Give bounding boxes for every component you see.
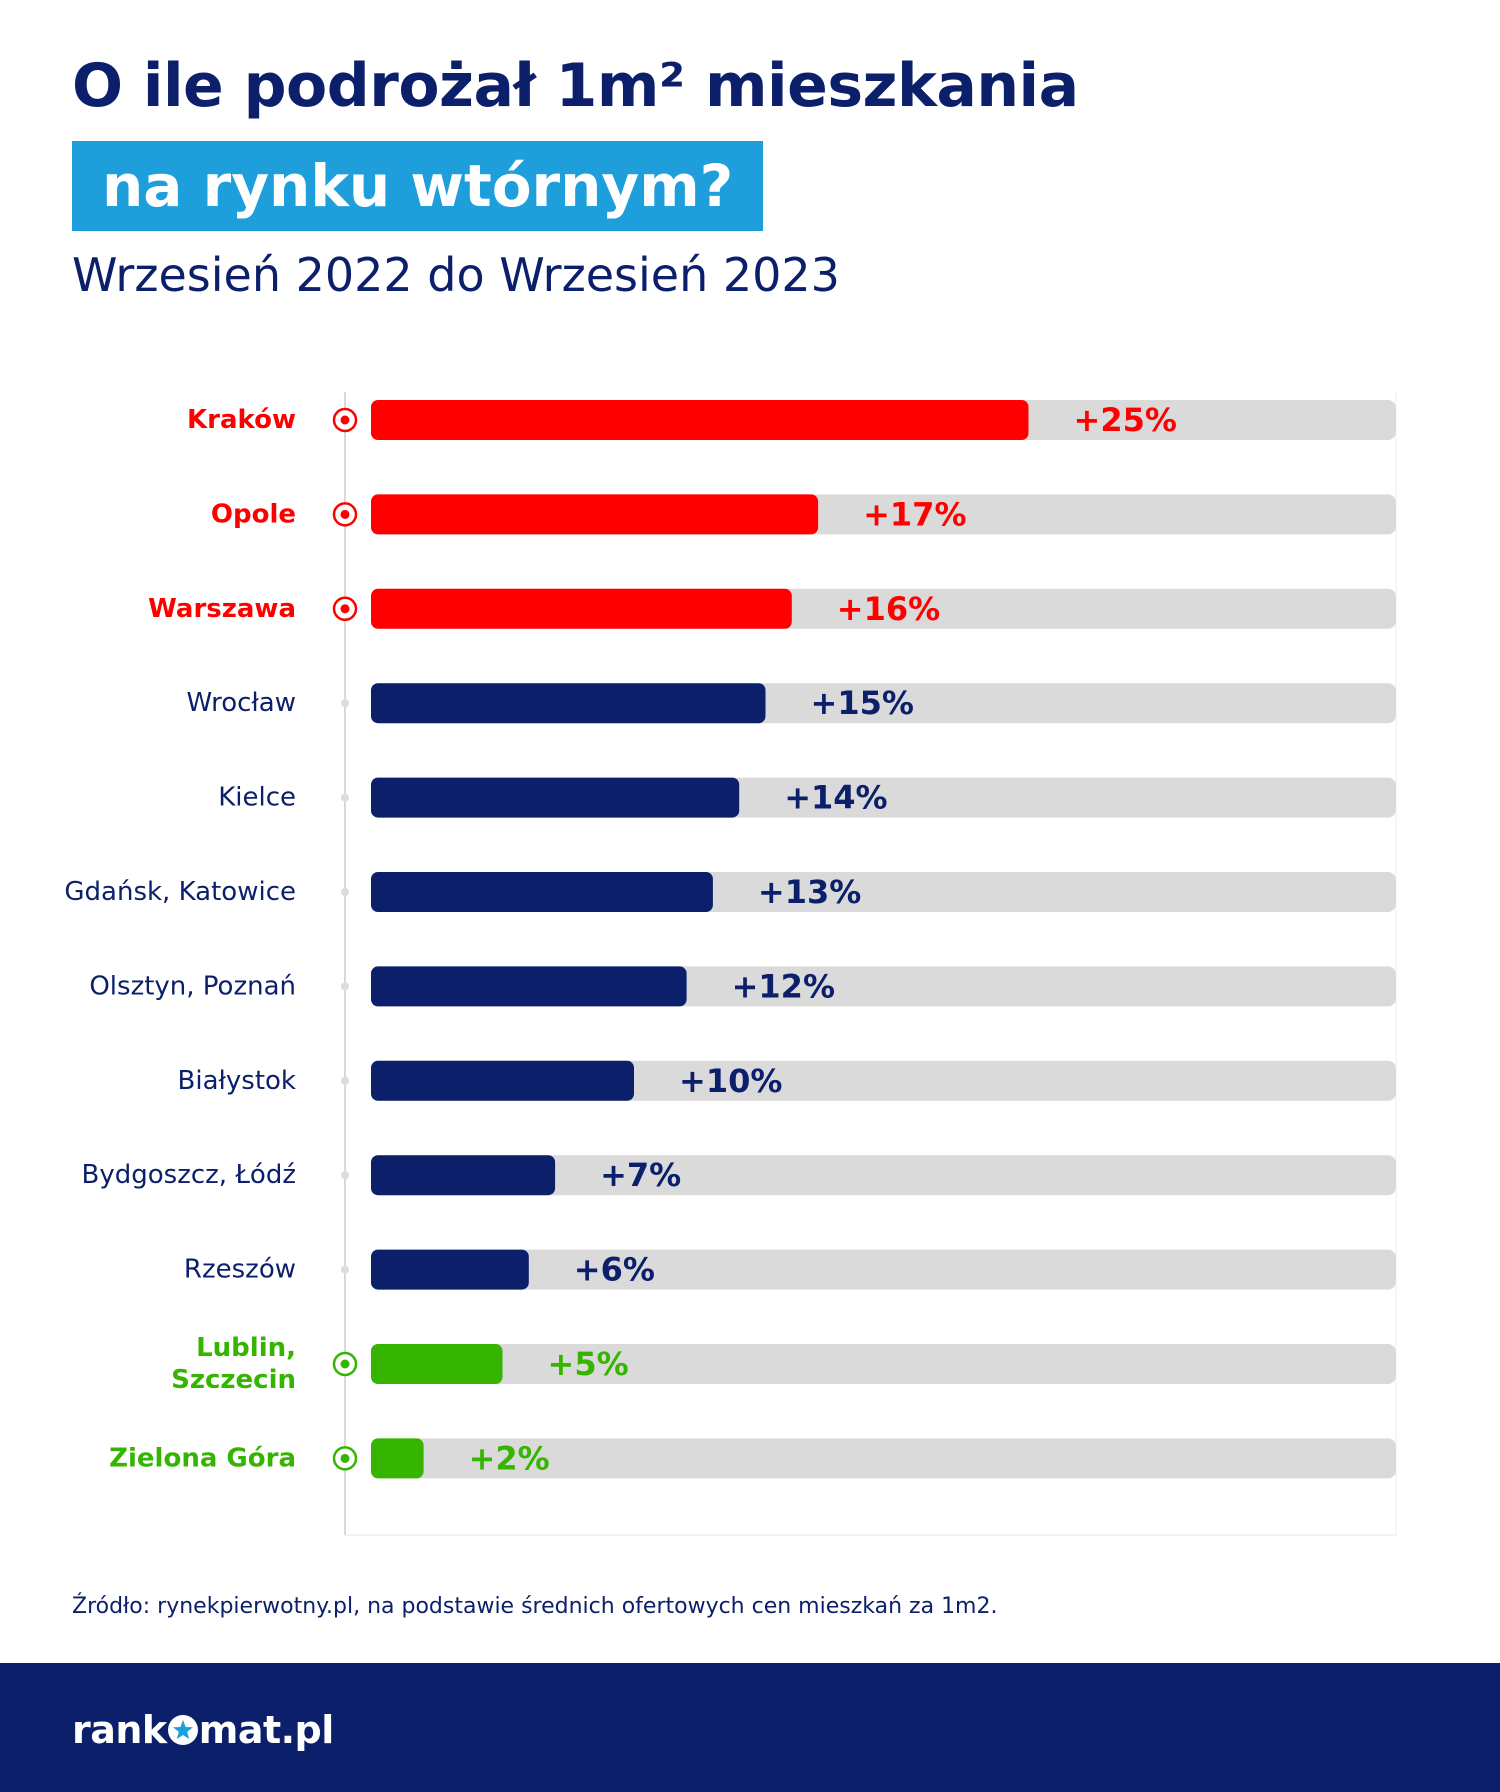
value-label: +7%	[600, 1156, 681, 1194]
target-icon-center	[340, 604, 350, 614]
bar-chart: Kraków +25% Opole +17% Warszawa +16% Wrocław +1…	[64, 392, 1397, 1536]
axis-dot	[341, 793, 349, 802]
bar	[371, 777, 740, 818]
target-icon-center	[340, 509, 350, 519]
category-label: Białystok	[178, 1066, 296, 1096]
category-label: Kraków	[187, 405, 296, 435]
source-note: Źródło: rynekpierwotny.pl, na podstawie …	[72, 1594, 998, 1619]
bar	[371, 494, 819, 535]
value-label: +25%	[1074, 401, 1177, 439]
bar	[371, 588, 792, 629]
category-label: Gdańsk, Katowice	[64, 877, 296, 907]
bar-track	[371, 1438, 1396, 1479]
category-label: Lublin,	[196, 1333, 296, 1363]
category-label: Kielce	[218, 783, 296, 813]
axis-dot	[341, 1076, 349, 1085]
category-label: Opole	[211, 499, 296, 529]
target-icon-center	[340, 1359, 350, 1369]
bar	[371, 1344, 503, 1384]
axis-dot	[341, 982, 349, 991]
value-label: +17%	[863, 495, 966, 533]
bar	[371, 1060, 634, 1101]
bar-track	[371, 1155, 1396, 1196]
bar-track	[371, 1344, 1396, 1384]
axis-dot	[341, 699, 349, 708]
bar	[371, 966, 687, 1007]
value-label: +13%	[758, 873, 861, 911]
target-icon-center	[340, 1453, 350, 1463]
axis-dot	[341, 888, 349, 896]
chart-title: O ile podrożał 1m² mieszkania	[72, 51, 1079, 121]
category-label: Bydgoszcz, Łódź	[82, 1160, 296, 1190]
bar	[371, 1438, 424, 1479]
bar	[371, 400, 1029, 440]
bar-track	[371, 1249, 1396, 1290]
target-icon-center	[340, 415, 350, 425]
category-label: Warszawa	[148, 594, 296, 624]
bar	[371, 872, 713, 912]
bar	[371, 1155, 556, 1196]
value-label: +14%	[784, 779, 887, 817]
footer-bar: rank mat.pl	[0, 1663, 1500, 1792]
logo-text-part2: mat.pl	[198, 1708, 335, 1752]
star-icon	[167, 1715, 198, 1745]
value-label: +16%	[837, 590, 940, 628]
value-label: +15%	[811, 684, 914, 722]
value-label: +5%	[548, 1345, 629, 1383]
value-label: +2%	[469, 1439, 550, 1477]
category-label: Szczecin	[171, 1365, 296, 1395]
bar	[371, 1249, 529, 1290]
axis-dot	[341, 1171, 349, 1180]
title-highlight: na rynku wtórnym?	[72, 141, 764, 231]
axis-dot	[341, 1265, 349, 1274]
bar	[371, 683, 766, 724]
category-label: Zielona Góra	[109, 1443, 296, 1473]
category-label: Olsztyn, Poznań	[89, 971, 296, 1001]
category-label: Wrocław	[187, 688, 296, 718]
category-label: Rzeszów	[184, 1255, 296, 1285]
chart-subtitle: Wrzesień 2022 do Wrzesień 2023	[72, 248, 840, 302]
brand-logo[interactable]: rank mat.pl	[72, 1708, 334, 1752]
logo-text-part1: rank	[72, 1708, 167, 1752]
value-label: +6%	[574, 1251, 655, 1289]
value-label: +10%	[679, 1062, 782, 1100]
value-label: +12%	[732, 967, 835, 1005]
